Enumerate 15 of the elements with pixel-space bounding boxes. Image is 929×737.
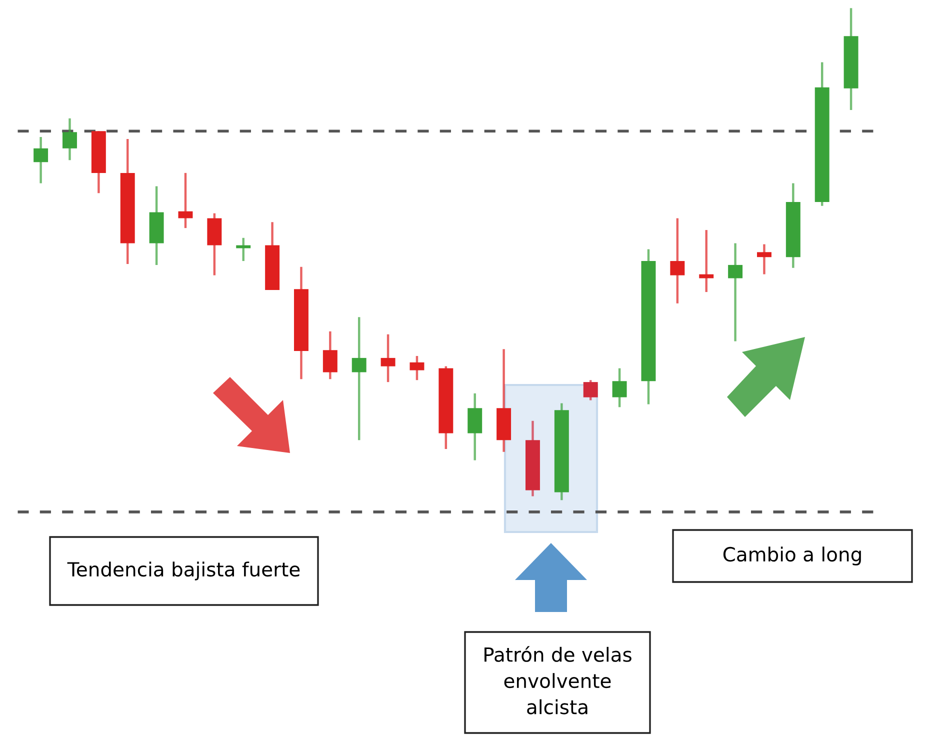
candlestick — [612, 367, 627, 408]
text: Patrón de velas envolvente alcista — [484, 646, 632, 714]
candlestick — [380, 333, 396, 384]
candlestick — [756, 243, 772, 276]
candlestick — [583, 378, 598, 402]
candlestick — [178, 172, 193, 230]
candlestick — [322, 330, 338, 380]
candlestick — [410, 354, 424, 382]
candlestick — [728, 242, 743, 342]
candlestick — [670, 217, 685, 304]
candlestick — [34, 136, 48, 184]
text: Tendencia bajista fuerte — [67, 562, 300, 580]
candlestick — [62, 117, 77, 162]
candlestick — [352, 316, 366, 442]
text: Cambio a long — [723, 546, 861, 566]
